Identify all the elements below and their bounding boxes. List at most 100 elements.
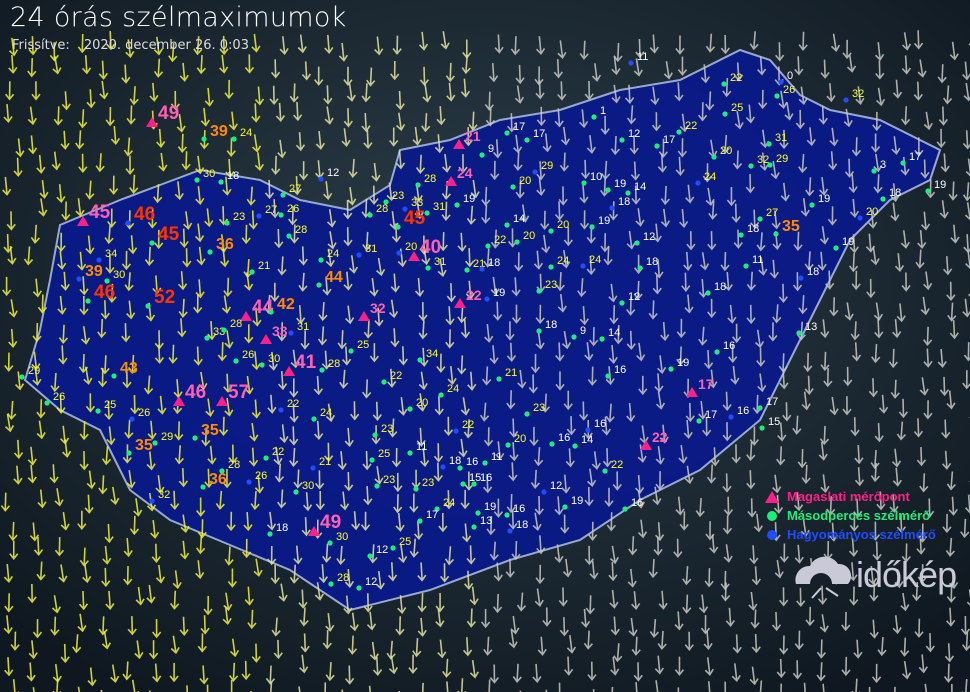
station-marker[interactable]: 28 [319, 358, 340, 373]
high-station-marker[interactable]: 21 [453, 128, 481, 149]
station-marker[interactable]: 18 [507, 519, 528, 534]
station-marker[interactable]: 20 [548, 219, 569, 234]
station-marker[interactable]: 33 [402, 197, 423, 212]
station-marker[interactable]: 22 [263, 446, 284, 461]
station-marker[interactable]: 20 [407, 397, 428, 412]
station-marker[interactable]: 12 [356, 576, 377, 591]
station-marker[interactable]: 17 [504, 121, 525, 136]
station-marker[interactable]: 28 [328, 572, 349, 587]
station-marker[interactable]: 29 [19, 365, 40, 380]
station-marker[interactable]: 24 [438, 383, 459, 398]
station-marker[interactable]: 19 [925, 179, 946, 194]
station-marker[interactable]: 17 [654, 134, 675, 149]
station-marker[interactable]: 26 [129, 407, 150, 422]
station-marker[interactable]: 25 [369, 448, 390, 463]
station-marker[interactable]: 23 [536, 279, 557, 294]
station-marker[interactable]: 26 [44, 391, 65, 406]
station-marker[interactable]: 25 [722, 102, 743, 117]
station-marker[interactable]: 17 [900, 151, 921, 166]
high-station-marker[interactable]: 49 [146, 103, 179, 127]
station-marker[interactable]: 29 [532, 160, 553, 175]
station-marker[interactable]: 24 [231, 127, 252, 142]
station-marker[interactable]: 19 [562, 495, 583, 510]
station-marker[interactable]: 22 [485, 234, 506, 249]
station-marker[interactable]: 20 [510, 175, 531, 190]
station-marker[interactable]: 11 [407, 441, 427, 456]
station-marker[interactable]: 23 [413, 477, 434, 492]
station-marker[interactable]: 39 [201, 123, 228, 142]
station-marker[interactable]: 18 [705, 281, 726, 296]
station-marker[interactable]: 13 [471, 515, 492, 530]
station-marker[interactable]: 12 [619, 128, 640, 143]
station-marker[interactable]: 46 [85, 282, 115, 304]
station-marker[interactable]: 12 [318, 167, 339, 182]
station-marker[interactable]: 21 [249, 260, 270, 275]
station-marker[interactable]: 28 [221, 318, 242, 333]
station-marker[interactable]: 11 [743, 254, 763, 269]
station-marker[interactable]: 12 [619, 291, 640, 306]
station-marker[interactable]: 16 [471, 472, 492, 487]
station-marker[interactable]: 26 [246, 470, 267, 485]
station-marker[interactable]: 25 [95, 399, 116, 414]
station-marker[interactable]: 45 [149, 224, 180, 246]
station-marker[interactable]: 18 [738, 223, 759, 238]
station-marker[interactable]: 35 [773, 218, 800, 237]
station-marker[interactable]: 19 [589, 215, 610, 230]
station-marker[interactable]: 27 [280, 183, 301, 198]
high-station-marker[interactable]: 22 [640, 429, 668, 450]
station-marker[interactable]: 30 [104, 269, 125, 284]
station-marker[interactable]: 18 [267, 522, 288, 537]
station-marker[interactable]: 32 [843, 88, 864, 103]
station-marker[interactable]: 31 [425, 256, 446, 271]
station-marker[interactable]: 18 [479, 257, 500, 272]
station-marker[interactable]: 24 [434, 497, 455, 512]
station-marker[interactable]: 12 [541, 480, 562, 495]
station-marker[interactable]: 17 [524, 128, 545, 143]
high-station-marker[interactable]: 22 [454, 287, 482, 308]
station-marker[interactable]: 19 [833, 236, 854, 251]
station-marker[interactable]: 17 [696, 409, 717, 424]
station-marker[interactable]: 30 [293, 480, 314, 495]
station-marker[interactable]: 20 [514, 230, 535, 245]
station-marker[interactable]: 28 [219, 459, 240, 474]
station-marker[interactable]: 18 [440, 455, 461, 470]
station-marker[interactable]: 21 [496, 367, 517, 382]
station-marker[interactable]: 16 [457, 456, 478, 471]
station-marker[interactable]: 44 [316, 269, 343, 288]
station-marker[interactable]: 34 [417, 348, 438, 363]
station-marker[interactable]: 52 [145, 287, 175, 309]
station-marker[interactable]: 18 [609, 196, 630, 211]
station-marker[interactable]: 23 [524, 402, 545, 417]
high-station-marker[interactable]: 45 [77, 202, 111, 226]
station-marker[interactable]: 43 [111, 360, 138, 379]
station-marker[interactable]: 24 [548, 255, 569, 270]
station-marker[interactable]: 13 [796, 321, 817, 336]
high-station-marker[interactable]: 40 [408, 237, 441, 261]
station-marker[interactable]: 19 [668, 357, 689, 372]
high-station-marker[interactable]: 41 [283, 352, 317, 376]
station-marker[interactable]: 3 [871, 159, 886, 174]
station-marker[interactable]: 12 [634, 231, 655, 246]
station-marker[interactable]: 29 [767, 153, 788, 168]
station-marker[interactable]: 20 [505, 433, 526, 448]
station-marker[interactable]: 18 [536, 319, 557, 334]
station-marker[interactable]: 18 [798, 266, 819, 281]
station-marker[interactable]: 30 [194, 168, 215, 183]
station-marker[interactable]: 9 [571, 325, 586, 340]
high-station-marker[interactable]: 57 [216, 382, 249, 406]
station-marker[interactable]: 23 [374, 474, 395, 489]
station-marker[interactable]: 11 [628, 51, 648, 66]
station-marker[interactable]: 19 [484, 287, 505, 302]
station-marker[interactable]: 14 [625, 181, 646, 196]
station-marker[interactable]: 35 [192, 422, 219, 441]
station-marker[interactable]: 16 [549, 432, 570, 447]
station-marker[interactable]: 27 [757, 207, 778, 222]
station-marker[interactable]: 9 [479, 143, 494, 158]
high-station-marker[interactable]: 46 [173, 382, 206, 406]
high-station-marker[interactable]: 17 [686, 376, 714, 397]
station-marker[interactable]: 35 [126, 437, 153, 456]
station-marker[interactable]: 28 [415, 173, 436, 188]
high-station-marker[interactable]: 33 [260, 323, 288, 344]
station-marker[interactable]: 32 [748, 154, 769, 169]
station-marker[interactable]: 10 [581, 171, 602, 186]
